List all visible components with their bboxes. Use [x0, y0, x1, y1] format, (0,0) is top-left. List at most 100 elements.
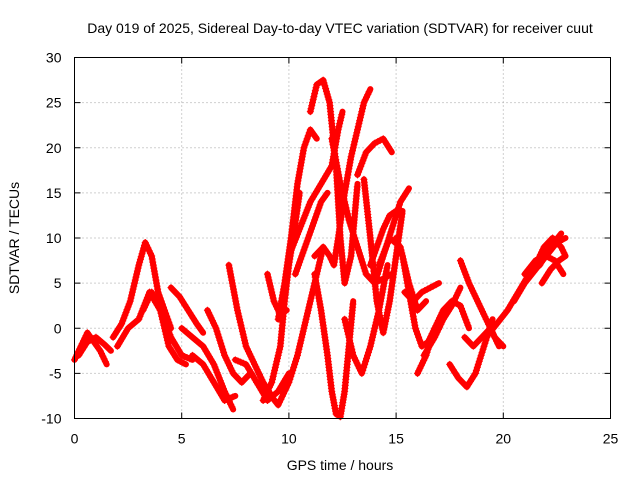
chart-title: Day 019 of 2025, Sidereal Day-to-day VTE…: [87, 20, 593, 36]
data-point: [296, 165, 304, 173]
data-point: [494, 340, 502, 348]
data-point: [316, 255, 324, 263]
data-point: [475, 357, 483, 365]
data-point: [305, 231, 313, 239]
data-point: [472, 366, 480, 374]
data-point: [376, 312, 384, 320]
data-point: [236, 318, 244, 326]
data-point: [429, 282, 437, 290]
data-point: [298, 153, 306, 161]
data-point: [312, 213, 320, 221]
data-point: [329, 144, 337, 152]
data-point: [264, 273, 272, 281]
data-point: [545, 254, 553, 262]
data-point: [277, 300, 285, 308]
data-point: [367, 258, 375, 266]
data-point: [346, 159, 354, 167]
data-point: [342, 180, 350, 188]
data-point: [150, 267, 158, 275]
data-point: [291, 360, 299, 368]
data-point: [379, 329, 387, 337]
series-track-ae: [420, 284, 464, 359]
data-point: [341, 315, 349, 323]
data-point: [348, 345, 356, 353]
data-point: [278, 294, 286, 302]
data-point: [303, 135, 311, 143]
data-point: [297, 162, 305, 170]
series-track-g: [178, 324, 237, 413]
data-point: [385, 300, 393, 308]
data-point: [286, 375, 294, 383]
data-point: [347, 342, 355, 350]
data-point: [335, 171, 343, 179]
data-point: [557, 243, 565, 251]
data-point: [336, 177, 344, 185]
data-point: [343, 174, 351, 182]
data-point: [314, 288, 322, 296]
data-point: [337, 114, 345, 122]
data-point: [361, 267, 369, 275]
data-point: [274, 315, 282, 323]
data-point: [330, 147, 338, 155]
data-point: [311, 90, 319, 98]
data-point: [345, 162, 353, 170]
data-point: [374, 138, 382, 146]
data-point: [316, 201, 324, 209]
data-point: [287, 372, 295, 380]
data-point: [409, 309, 417, 317]
data-point: [471, 369, 479, 377]
data-point: [219, 345, 227, 353]
data-point: [341, 318, 349, 326]
data-point: [344, 168, 352, 176]
data-point: [309, 96, 317, 104]
data-point: [296, 339, 304, 347]
data-point: [212, 324, 220, 332]
data-point: [132, 273, 140, 281]
data-point: [306, 228, 314, 236]
data-point: [367, 339, 375, 347]
data-point: [268, 375, 276, 383]
data-point: [236, 315, 244, 323]
data-point: [152, 276, 160, 284]
data-point: [389, 222, 397, 230]
data-point: [347, 222, 355, 230]
data-point: [379, 285, 387, 293]
data-point: [354, 123, 362, 131]
data-point: [280, 282, 288, 290]
data-point: [266, 282, 274, 290]
data-point: [307, 225, 315, 233]
y-tick-label: 30: [46, 50, 62, 66]
data-point: [270, 369, 278, 377]
data-point: [370, 327, 378, 335]
data-point: [316, 258, 324, 266]
data-point: [328, 138, 336, 146]
data-point: [371, 321, 379, 329]
data-point: [399, 252, 407, 260]
data-point: [302, 138, 310, 146]
data-point: [474, 360, 482, 368]
axes: [74, 57, 611, 419]
data-point: [353, 240, 361, 248]
data-point: [336, 117, 344, 125]
data-point: [292, 267, 300, 275]
data-point: [373, 243, 381, 251]
data-point: [217, 339, 225, 347]
data-point: [128, 291, 136, 299]
data-point: [176, 357, 184, 365]
data-point: [356, 252, 364, 260]
data-point: [376, 314, 384, 322]
data-point: [314, 291, 322, 299]
data-point: [179, 359, 187, 367]
data-point: [298, 252, 306, 260]
data-point: [298, 333, 306, 341]
data-point: [411, 321, 419, 329]
data-point: [382, 267, 390, 275]
data-point: [216, 336, 224, 344]
y-tick-label: 20: [46, 140, 62, 156]
data-point: [234, 309, 242, 317]
data-point: [412, 327, 420, 335]
data-point: [225, 264, 233, 272]
data-point: [403, 276, 411, 284]
data-point: [401, 264, 409, 272]
